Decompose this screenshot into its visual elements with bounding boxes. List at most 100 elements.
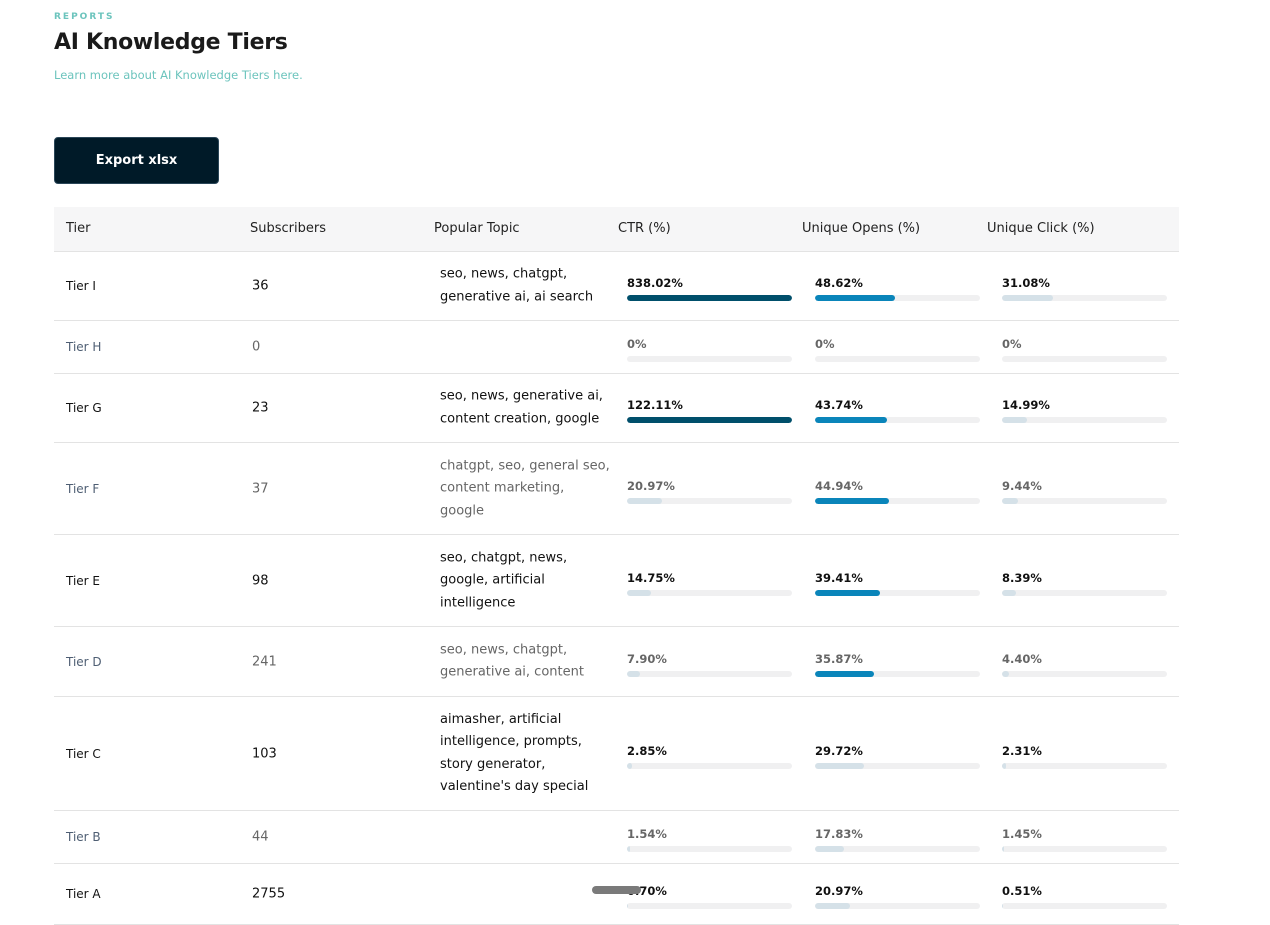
ctr-value: 838.02% — [627, 276, 683, 290]
column-header-subscribers[interactable]: Subscribers — [250, 221, 326, 236]
ctr-value: 0.70% — [627, 884, 667, 898]
opens-progress-bar — [815, 417, 980, 423]
tier-name: Tier B — [66, 830, 101, 844]
ctr-value: 14.75% — [627, 570, 675, 585]
opens-metric: 29.72% — [815, 744, 980, 769]
horizontal-scrollbar-thumb[interactable] — [592, 886, 641, 894]
clicks-value: 1.45% — [1002, 827, 1042, 841]
opens-progress-bar — [815, 903, 980, 909]
opens-progress-fill — [815, 295, 896, 301]
column-header-ctr[interactable]: CTR (%) — [618, 221, 671, 236]
popular-topic: seo, chatgpt, news, google, artificial i… — [440, 549, 568, 610]
subscriber-count: 36 — [252, 278, 269, 294]
clicks-progress-fill — [1002, 903, 1003, 909]
tier-name: Tier A — [66, 887, 101, 901]
ctr-value: 0% — [627, 337, 647, 351]
export-xlsx-button[interactable]: Export xlsx — [54, 137, 219, 184]
ctr-metric: 838.02% — [627, 276, 792, 301]
popular-topic: seo, news, chatgpt, generative ai, conte… — [440, 642, 584, 680]
ctr-value: 1.54% — [627, 827, 667, 841]
opens-progress-fill — [815, 846, 845, 852]
learn-more-link[interactable]: Learn more about AI Knowledge Tiers here… — [54, 68, 303, 82]
column-header-unique-click[interactable]: Unique Click (%) — [987, 221, 1095, 236]
clicks-progress-bar — [1002, 356, 1167, 362]
column-header-popular-topic[interactable]: Popular Topic — [434, 221, 520, 236]
table-header: Tier Subscribers Popular Topic CTR (%) U… — [54, 207, 1179, 252]
subscriber-count: 37 — [252, 481, 269, 496]
ctr-progress-bar — [627, 356, 792, 362]
table-row: Tier A 2755 0.70% 20.97% 0.51% — [54, 864, 1179, 925]
opens-progress-fill — [815, 670, 875, 677]
opens-value: 17.83% — [815, 827, 863, 841]
clicks-progress-bar — [1002, 417, 1167, 423]
clicks-value: 31.08% — [1002, 276, 1050, 290]
subscriber-count: 98 — [252, 573, 269, 588]
subscriber-count: 103 — [252, 746, 277, 761]
clicks-progress-bar — [1002, 846, 1167, 852]
tier-name: Tier E — [66, 573, 101, 588]
ctr-progress-bar — [627, 846, 792, 852]
opens-value: 35.87% — [815, 651, 863, 666]
opens-progress-bar — [815, 356, 980, 362]
ctr-metric: 14.75% — [627, 571, 792, 596]
ctr-progress-fill — [627, 589, 652, 596]
ctr-progress-bar — [627, 497, 792, 504]
opens-value: 20.97% — [815, 884, 863, 898]
ctr-value: 2.85% — [627, 743, 667, 758]
table-row: Tier B 44 1.54% 17.83% 1.45% — [54, 811, 1179, 864]
clicks-progress-bar — [1002, 762, 1167, 769]
ctr-progress-fill — [627, 846, 630, 852]
opens-value: 0% — [815, 337, 835, 351]
opens-progress-bar — [815, 670, 980, 677]
ctr-progress-fill — [627, 762, 632, 769]
clicks-metric: 9.44% — [1002, 479, 1167, 504]
clicks-progress-fill — [1002, 762, 1006, 769]
tier-name: Tier G — [66, 401, 102, 415]
ctr-metric: 2.85% — [627, 744, 792, 769]
ctr-metric: 7.90% — [627, 652, 792, 677]
clicks-metric: 0.51% — [1002, 884, 1167, 909]
popular-topic: seo, news, chatgpt, generative ai, ai se… — [440, 266, 594, 305]
opens-metric: 20.97% — [815, 884, 980, 909]
clicks-value: 2.31% — [1002, 743, 1042, 758]
column-header-tier[interactable]: Tier — [66, 221, 91, 236]
clicks-metric: 8.39% — [1002, 571, 1167, 596]
ctr-metric: 1.54% — [627, 827, 792, 852]
clicks-progress-fill — [1002, 295, 1054, 301]
ctr-progress-fill — [627, 295, 792, 301]
tiers-table: Tier Subscribers Popular Topic CTR (%) U… — [54, 207, 1179, 925]
opens-value: 43.74% — [815, 398, 863, 412]
table-row: Tier D 241 seo, news, chatgpt, generativ… — [54, 627, 1179, 697]
opens-metric: 39.41% — [815, 571, 980, 596]
column-header-unique-opens[interactable]: Unique Opens (%) — [802, 221, 921, 236]
opens-metric: 48.62% — [815, 276, 980, 301]
subscriber-count: 2755 — [252, 886, 286, 902]
ctr-metric: 122.11% — [627, 398, 792, 423]
ctr-metric: 20.97% — [627, 479, 792, 504]
ctr-progress-bar — [627, 670, 792, 677]
clicks-value: 0% — [1002, 337, 1022, 351]
ctr-metric: 0% — [627, 337, 792, 362]
opens-progress-bar — [815, 846, 980, 852]
clicks-value: 9.44% — [1002, 478, 1042, 493]
opens-metric: 35.87% — [815, 652, 980, 677]
opens-progress-bar — [815, 497, 980, 504]
clicks-metric: 1.45% — [1002, 827, 1167, 852]
table-row: Tier G 23 seo, news, generative ai, cont… — [54, 374, 1179, 443]
clicks-metric: 14.99% — [1002, 398, 1167, 423]
opens-progress-fill — [815, 417, 888, 423]
ctr-value: 122.11% — [627, 398, 683, 412]
tier-name: Tier F — [66, 481, 100, 496]
clicks-progress-fill — [1002, 846, 1005, 852]
clicks-progress-bar — [1002, 589, 1167, 596]
clicks-progress-bar — [1002, 295, 1167, 301]
tier-name: Tier H — [66, 340, 102, 354]
opens-metric: 17.83% — [815, 827, 980, 852]
clicks-metric: 4.40% — [1002, 652, 1167, 677]
clicks-value: 8.39% — [1002, 570, 1042, 585]
opens-metric: 44.94% — [815, 479, 980, 504]
opens-value: 44.94% — [815, 478, 863, 493]
clicks-progress-fill — [1002, 589, 1016, 596]
tier-name: Tier I — [66, 279, 96, 293]
clicks-metric: 0% — [1002, 337, 1167, 362]
